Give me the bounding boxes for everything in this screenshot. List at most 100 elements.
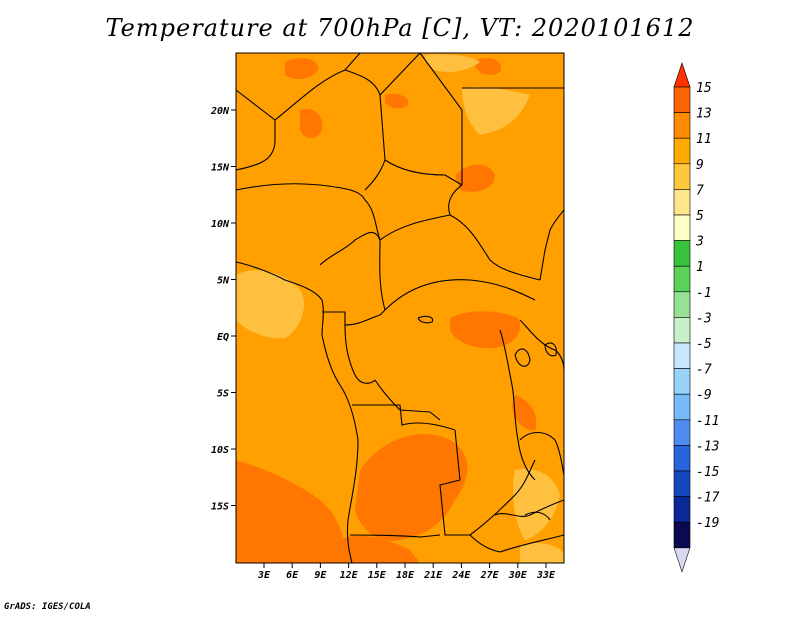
border-congo xyxy=(344,324,376,384)
lake-outline-2 xyxy=(544,342,557,357)
cool-region-se2 xyxy=(520,543,564,563)
warm-region-topright xyxy=(475,58,501,75)
map-panel: 20N 15N 10N 5N EQ 5S 10S 15S 3E 6E 9E 12E 15E 18E 21E… xyxy=(210,52,565,581)
colorbar-level-label: -7 xyxy=(696,363,712,378)
colorbar-level-label: -15 xyxy=(696,465,720,480)
colorbar-segment xyxy=(673,214,691,241)
border-north-2 xyxy=(274,52,361,121)
warm-region-angola xyxy=(355,434,468,541)
cool-region-sudan xyxy=(462,87,530,135)
border-drc-north xyxy=(384,279,536,311)
colorbar-level-label: -17 xyxy=(696,491,720,506)
colorbar-level-label: -11 xyxy=(696,414,719,429)
colorbar-top-arrow xyxy=(673,62,691,88)
border-southeast xyxy=(499,534,565,553)
border-sudan-east xyxy=(448,184,565,281)
colorbar-segment xyxy=(673,445,691,472)
cool-temperature-regions xyxy=(236,54,564,563)
map-frame xyxy=(235,52,565,564)
warm-region-north2 xyxy=(285,58,319,80)
colorbar-segment xyxy=(673,342,691,369)
warm-temperature-regions xyxy=(236,58,537,563)
colorbar-segment xyxy=(673,163,691,190)
colorbar-level-label: 15 xyxy=(696,81,712,96)
colorbar-level-label: 5 xyxy=(696,209,704,224)
lon-label: 27E xyxy=(480,570,500,581)
lat-label: 15S xyxy=(211,502,229,513)
border-zambia xyxy=(469,459,536,536)
colorbar-segment xyxy=(673,368,691,395)
colorbar-level-label: -9 xyxy=(696,388,712,403)
coastline-west-africa xyxy=(235,261,359,564)
colorbar-level-label: 1 xyxy=(696,260,704,275)
border-angola-east xyxy=(439,429,501,553)
colorbar-level-label: 13 xyxy=(696,107,712,122)
colorbar-level-label: -19 xyxy=(696,516,719,531)
colorbar-segment xyxy=(673,265,691,293)
lat-label: 5S xyxy=(217,389,229,400)
lon-label: 6E xyxy=(286,570,299,581)
colorbar-segment xyxy=(673,291,691,318)
colorbar-level-label: -1 xyxy=(696,286,712,301)
border-niger xyxy=(344,69,386,191)
colorbar-level-label: 11 xyxy=(696,132,712,147)
colorbar-level-label: -13 xyxy=(696,439,719,454)
lon-label: 24E xyxy=(451,570,471,581)
lake-outline-3 xyxy=(417,315,434,324)
border-angola-south xyxy=(349,534,441,538)
border-car xyxy=(379,214,541,281)
colorbar-segment xyxy=(673,240,691,267)
lat-label: 5N xyxy=(217,276,230,287)
colorbar-segment xyxy=(673,521,691,549)
lon-label: 21E xyxy=(423,570,443,581)
lake-outline-4 xyxy=(524,511,551,521)
border-great-lakes xyxy=(499,329,536,481)
lat-label: EQ xyxy=(217,332,229,343)
colorbar-segment xyxy=(673,112,691,139)
border-angola-north xyxy=(352,404,456,431)
colorbar-level-label: 3 xyxy=(695,235,704,250)
colorbar: 15 13 11 9 7 5 3 1 -1 -3 -5 -7 -9 -11 -13 -15 -17 -19 xyxy=(673,62,720,573)
credit-text: GrADS: IGES/COLA xyxy=(4,602,91,612)
lon-label: 9E xyxy=(314,570,327,581)
lon-label: 33E xyxy=(536,570,556,581)
lat-label: 10S xyxy=(211,445,229,456)
colorbar-segment xyxy=(673,496,691,523)
lat-label: 20N xyxy=(210,106,230,117)
warm-region-east xyxy=(455,164,495,192)
warm-region-chad xyxy=(385,93,409,109)
lon-label: 3E xyxy=(257,570,271,581)
colorbar-level-label: 9 xyxy=(696,158,704,173)
colorbar-segment xyxy=(673,189,691,216)
cool-region-south-east xyxy=(513,468,560,540)
lon-label: 18E xyxy=(396,570,415,581)
lat-label: 15N xyxy=(211,163,230,174)
colorbar-segment xyxy=(673,137,691,165)
cool-region-ne xyxy=(425,54,480,73)
chart-title: Temperature at 700hPa [C], VT: 202010161… xyxy=(105,14,695,42)
warm-region-southwest xyxy=(236,460,350,563)
country-boundaries xyxy=(235,52,565,564)
border-east-lakes xyxy=(519,319,565,476)
longitude-axis: 3E 6E 9E 12E 15E 18E 21E 24E 27E 30E 33E xyxy=(257,563,556,581)
border-north-1 xyxy=(235,89,276,171)
lat-label: 10N xyxy=(211,219,230,230)
border-nigeria xyxy=(235,183,381,241)
colorbar-level-label: -3 xyxy=(696,311,712,326)
colorbar-segment xyxy=(673,393,691,421)
border-cameroon xyxy=(319,231,386,311)
warm-region-south xyxy=(340,535,420,563)
colorbar-level-label: 7 xyxy=(696,183,704,198)
lake-outline-1 xyxy=(514,348,531,367)
lon-label: 30E xyxy=(508,570,528,581)
colorbar-segment xyxy=(673,317,691,344)
border-chad xyxy=(379,52,463,186)
colorbar-segment xyxy=(673,419,691,446)
colorbar-segment xyxy=(673,470,691,497)
colorbar-level-label: -5 xyxy=(696,337,712,352)
cool-region-gulf xyxy=(236,270,305,339)
colorbar-bottom-arrow xyxy=(673,547,691,573)
latitude-axis: 20N 15N 10N 5N EQ 5S 10S 15S xyxy=(210,106,236,513)
colorbar-segment xyxy=(673,86,691,113)
